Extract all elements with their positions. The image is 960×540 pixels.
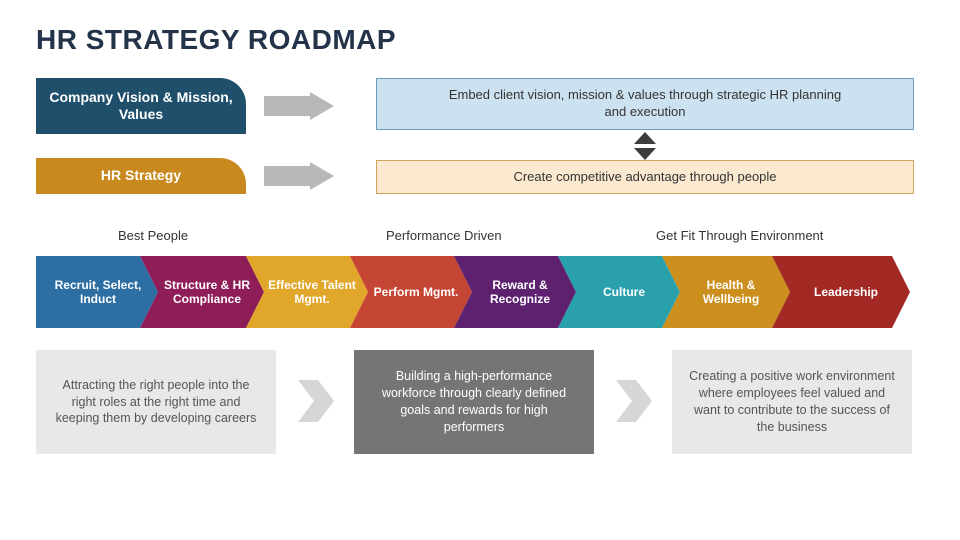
pillar-label-3: Get Fit Through Environment (656, 228, 823, 243)
arrow-right-icon (264, 92, 334, 120)
chevron-label: Reward & Recognize (468, 256, 572, 328)
chevron-label: Structure & HR Compliance (154, 256, 260, 328)
chevron-label: Recruit, Select, Induct (42, 256, 154, 328)
vision-description: Embed client vision, mission & values th… (376, 78, 914, 130)
chevron-label: Leadership (786, 256, 906, 328)
vision-label-box: Company Vision & Mission, Values (36, 78, 246, 134)
chevron-step: Health & Wellbeing (662, 256, 790, 328)
chevron-row: Recruit, Select, InductStructure & HR Co… (36, 256, 932, 328)
chevron-label: Health & Wellbeing (676, 256, 786, 328)
chevron-label: Culture (572, 256, 676, 328)
bottom-box-1: Attracting the right people into the rig… (36, 350, 276, 454)
pillar-label-2: Performance Driven (386, 228, 502, 243)
chevron-label: Perform Mgmt. (364, 256, 468, 328)
pillar-labels: Best People Performance Driven Get Fit T… (36, 228, 924, 252)
arrow-right-icon (264, 162, 334, 190)
hr-description: Create competitive advantage through peo… (376, 160, 914, 194)
top-section: Company Vision & Mission, Values HR Stra… (36, 78, 924, 210)
hr-label-box: HR Strategy (36, 158, 246, 194)
bottom-box-3: Creating a positive work environment whe… (672, 350, 912, 454)
chevron-right-icon (612, 380, 654, 422)
chevron-step: Leadership (772, 256, 910, 328)
updown-arrow-icon (634, 132, 656, 160)
bottom-section: Attracting the right people into the rig… (36, 350, 924, 470)
bottom-box-2: Building a high-performance workforce th… (354, 350, 594, 454)
pillar-label-1: Best People (118, 228, 188, 243)
chevron-label: Effective Talent Mgmt. (260, 256, 364, 328)
page-title: HR STRATEGY ROADMAP (36, 24, 924, 56)
chevron-right-icon (294, 380, 336, 422)
